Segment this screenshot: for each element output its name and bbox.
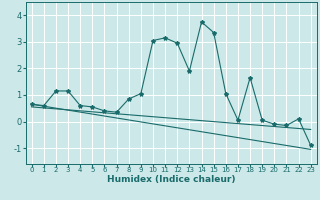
X-axis label: Humidex (Indice chaleur): Humidex (Indice chaleur) (107, 175, 236, 184)
